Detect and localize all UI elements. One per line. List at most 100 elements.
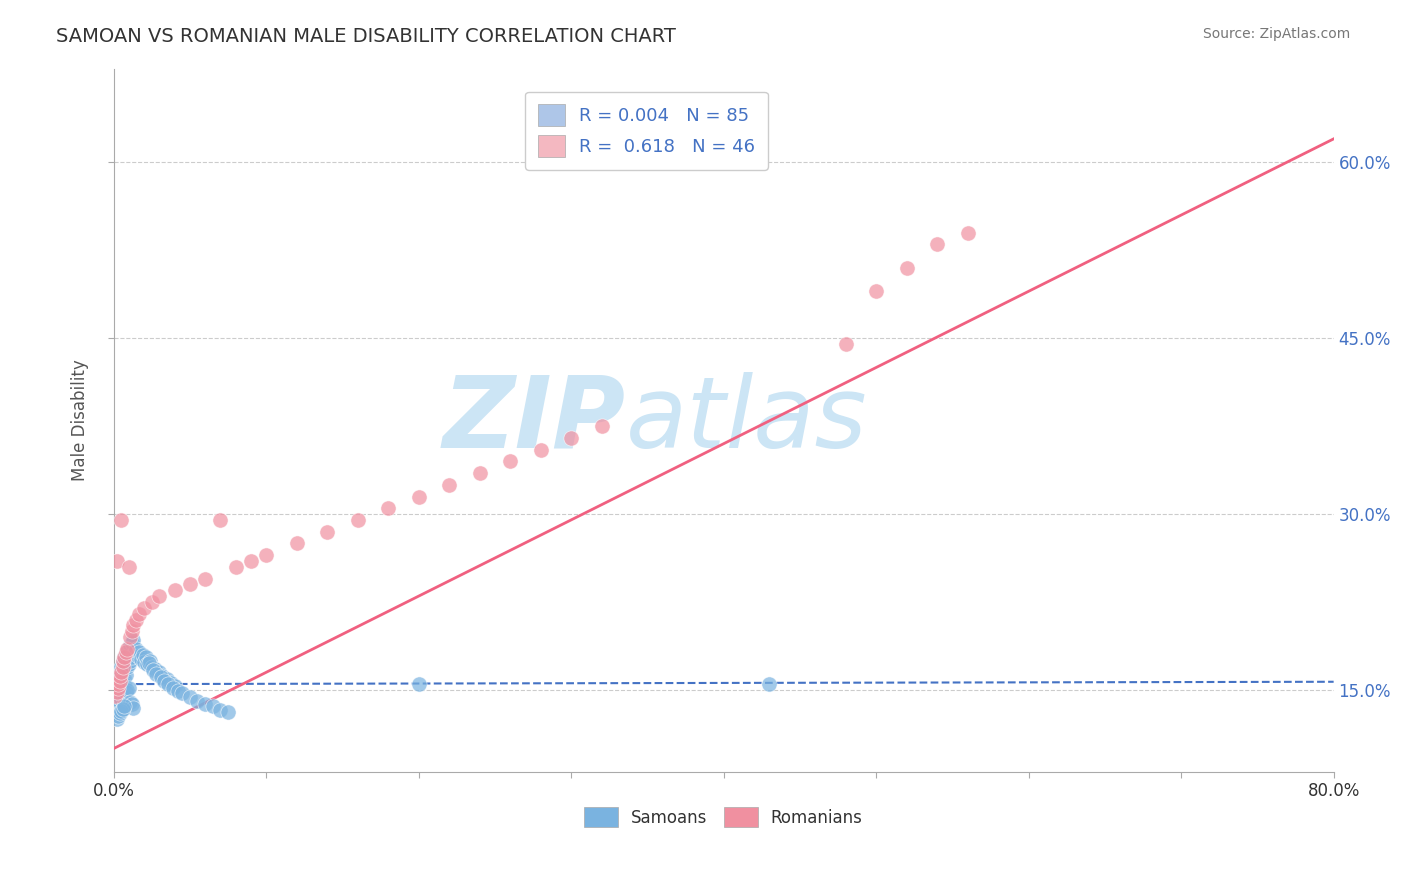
Point [125,613,148,627]
Point [105,685,128,699]
Point [105,700,128,714]
Point [194,697,217,711]
Point [112,650,135,665]
Point [129,652,152,666]
Point [110,673,132,688]
Point [131,648,153,662]
Point [468,466,491,480]
Point [217,705,239,719]
Point [118,642,141,657]
Point [114,662,136,676]
Point [201,699,224,714]
Point [120,695,142,709]
Point [956,226,979,240]
Point [285,536,308,550]
Point [111,669,134,683]
Text: ZIP: ZIP [443,372,626,469]
Point [143,662,166,676]
Point [316,524,339,539]
Point [112,665,135,680]
Point [896,260,918,275]
Point [110,659,132,673]
Point [128,607,150,621]
Point [179,577,201,591]
Point [499,454,522,468]
Point [110,665,132,680]
Point [145,666,167,681]
Point [156,673,179,687]
Point [110,704,132,718]
Point [529,442,551,457]
Point [122,618,145,632]
Point [108,665,131,680]
Point [136,657,159,672]
Point [437,477,460,491]
Point [865,285,887,299]
Point [408,490,430,504]
Point [121,624,143,639]
Point [117,659,139,673]
Point [254,548,277,562]
Point [111,654,134,668]
Point [107,691,129,706]
Point [111,702,134,716]
Legend: Samoans, Romanians: Samoans, Romanians [578,800,869,834]
Point [112,699,135,714]
Point [108,686,131,700]
Text: Source: ZipAtlas.com: Source: ZipAtlas.com [1202,27,1350,41]
Point [157,677,180,691]
Point [111,659,134,673]
Point [107,685,129,699]
Point [132,655,155,669]
Point [127,648,149,663]
Y-axis label: Male Disability: Male Disability [72,359,89,481]
Point [122,632,145,647]
Point [142,663,165,677]
Point [108,681,131,695]
Point [125,642,148,657]
Point [927,237,949,252]
Point [104,689,127,703]
Point [160,676,183,690]
Point [163,583,186,598]
Point [346,513,368,527]
Point [209,703,232,717]
Point [149,670,172,684]
Point [110,692,132,706]
Point [105,712,128,726]
Point [138,656,160,670]
Point [110,513,132,527]
Point [122,700,145,714]
Point [124,645,146,659]
Point [162,681,184,695]
Point [120,654,142,668]
Point [121,697,143,711]
Point [112,650,135,665]
Point [121,650,143,665]
Point [153,673,176,688]
Point [408,677,430,691]
Point [121,636,143,650]
Point [107,671,129,685]
Point [148,589,170,603]
Point [194,572,217,586]
Point [111,690,134,704]
Point [225,559,247,574]
Point [172,686,194,700]
Point [111,674,134,689]
Point [108,695,131,709]
Point [104,683,127,698]
Point [114,648,136,662]
Point [108,706,131,721]
Point [105,689,128,703]
Point [560,431,582,445]
Point [107,677,129,691]
Point [166,684,188,698]
Point [141,659,163,673]
Point [139,654,162,668]
Point [114,685,136,699]
Point [117,644,139,658]
Point [107,681,129,695]
Point [112,688,135,702]
Point [135,650,157,665]
